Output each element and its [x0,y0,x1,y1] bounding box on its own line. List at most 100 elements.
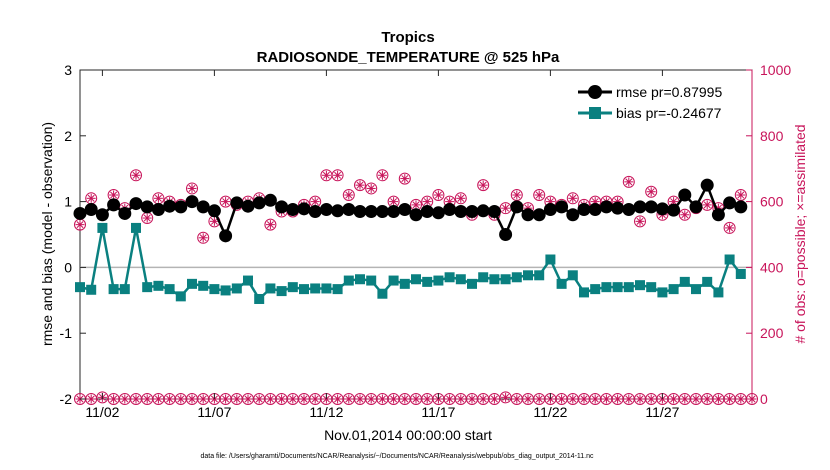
x-tick-label: 11/17 [421,404,455,420]
left-tick-label: 3 [64,62,72,78]
bias-point [388,275,399,286]
rmse-point [454,204,468,218]
right-tick-label: 200 [760,325,784,341]
obs-assimilated-marker [321,170,331,180]
obs-baseline-assimilated-marker [153,394,163,404]
rmse-point [207,204,221,218]
legend: rmse pr=0.87995 bias pr=-0.24677 [562,78,748,124]
obs-assimilated-marker [669,197,679,207]
obs-possible-marker [342,189,355,202]
bias-point [455,274,466,285]
legend-bias-label: bias pr=-0.24677 [616,105,722,121]
rmse-point [275,200,289,214]
rmse-point [655,202,669,216]
bias-point [679,276,690,287]
obs-baseline-assimilated-marker [198,394,208,404]
obs-baseline-assimilated-marker [512,394,522,404]
obs-assimilated-marker [209,216,219,226]
obs-baseline-assimilated-marker [422,394,432,404]
bias-point [75,282,85,293]
obs-baseline-assimilated-marker [389,394,399,404]
left-axis-label: rmse and bias (model - observation) [39,122,55,346]
bias-point [108,284,119,295]
obs-baseline-assimilated-marker [176,394,186,404]
rmse-point [398,202,412,216]
obs-baseline-assimilated-marker [254,394,264,404]
obs-assimilated-marker [310,197,320,207]
rmse-point [611,201,625,215]
bias-point [489,274,500,285]
bias-point [97,222,108,233]
left-tick-label: -1 [60,325,73,341]
obs-baseline-assimilated-marker [120,394,130,404]
bias-point [646,282,657,293]
left-axis-ticks: -2 -1 0 1 2 3 [60,62,86,407]
obs-possible-marker [354,179,366,192]
obs-assimilated-marker [131,170,141,180]
rmse-point [622,202,636,216]
bias-point [220,285,231,296]
bias-point [243,275,253,286]
bias-point [142,282,153,293]
bias-point [287,282,298,293]
rmse-point [689,200,703,214]
rmse-point [241,199,255,213]
bias-point [209,284,220,295]
right-tick-label: 400 [760,259,784,275]
rmse-point [476,204,490,218]
rmse-point [644,200,658,214]
obs-possible-marker [186,182,198,195]
bias-point [567,270,578,281]
bias-point [310,283,321,294]
obs-baseline-assimilated-marker [344,394,354,404]
bias-point [343,275,354,286]
obs-assimilated-marker [355,180,365,190]
chart-subtitle: RADIOSONDE_TEMPERATURE @ 525 hPa [257,49,560,66]
rmse-point [342,202,356,216]
obs-possible-marker [645,185,658,198]
rmse-point [711,208,725,222]
obs-possible-marker [331,169,344,182]
obs-baseline-assimilated-marker [534,394,544,404]
x-tick-label: 11/07 [197,404,231,420]
bias-point [601,282,612,293]
rmse-point [364,204,378,218]
obs-assimilated-marker [422,197,432,207]
obs-assimilated-marker [265,220,275,230]
obs-baseline-assimilated-marker [232,394,242,404]
rmse-point [487,204,501,218]
bias-point [478,272,489,283]
chart-title: Tropics [381,29,434,46]
obs-possible-marker [622,175,635,188]
rmse-point [678,188,692,202]
obs-baseline-assimilated-marker [243,394,253,404]
rmse-point [387,204,401,218]
x-tick-label: 11/27 [645,404,679,420]
obs-baseline-assimilated-marker [478,394,488,404]
obs-baseline-assimilated-marker [489,394,499,404]
obs-baseline-assimilated-marker [355,394,365,404]
obs-baseline-assimilated-marker [142,394,152,404]
obs-baseline-assimilated-marker [680,394,690,404]
rmse-point [219,229,233,243]
bias-point [556,278,567,289]
obs-possible-marker [566,192,579,205]
bias-point [545,254,556,265]
obs-baseline-assimilated-marker [691,394,701,404]
obs-baseline-assimilated-marker [400,394,410,404]
bias-point [623,282,634,293]
legend-rmse-label: rmse pr=0.87995 [616,84,722,100]
obs-possible-marker [723,221,736,234]
obs-baseline-assimilated-marker [187,394,197,404]
right-axis-label: # of obs: o=possible; ×=assimilated [792,124,808,343]
rmse-point [118,206,132,220]
rmse-point [734,200,748,214]
obs-baseline-assimilated-marker [86,394,96,404]
bias-point [299,284,309,295]
rmse-point [107,198,121,212]
left-tick-label: 0 [64,259,72,275]
bias-point [377,288,388,299]
rmse-point [129,197,143,211]
obs-baseline-assimilated-marker [288,394,298,404]
obs-assimilated-marker [568,193,578,203]
